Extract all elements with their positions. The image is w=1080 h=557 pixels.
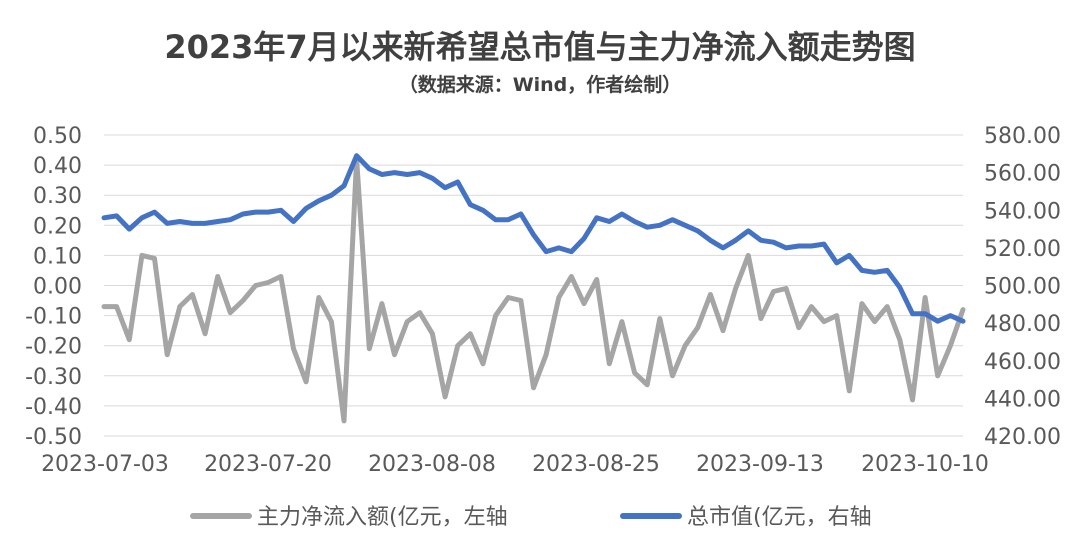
right-axis-tick-label: 520.00: [984, 237, 1061, 262]
left-axis-tick-label: -0.10: [25, 305, 82, 330]
x-axis-tick-label: 2023-09-13: [696, 452, 824, 477]
right-axis-tick-label: 440.00: [984, 387, 1061, 412]
x-axis-tick-label: 2023-10-10: [861, 452, 989, 477]
left-axis-tick-label: 0.30: [33, 184, 82, 209]
left-axis-ticks: -0.50 -0.40 -0.30 -0.20 -0.10 0.00 0.10 0.20 0.3…: [25, 124, 82, 450]
gridlines: [104, 134, 963, 437]
left-axis-tick-label: -0.40: [25, 395, 82, 420]
legend-label-market-cap: 总市值(亿元，右轴: [687, 505, 872, 530]
left-axis-tick-label: 0.10: [33, 244, 82, 269]
right-axis-ticks: 420.00 440.00 460.00 480.00 500.00 520.00 540.…: [984, 124, 1061, 450]
series-line-net-inflow: [101, 156, 966, 424]
legend: 主力净流入额(亿元，左轴 总市值(亿元，右轴: [190, 505, 872, 530]
left-axis-tick-label: 0.20: [33, 214, 82, 239]
left-axis-tick-label: 0.00: [33, 275, 82, 300]
right-axis-tick-label: 480.00: [984, 312, 1061, 337]
right-axis-tick-label: 580.00: [984, 124, 1061, 149]
right-axis-tick-label: 540.00: [984, 199, 1061, 224]
left-axis-tick-label: 0.50: [33, 124, 82, 149]
x-axis-tick-label: 2023-08-25: [532, 452, 660, 477]
x-axis-tick-label: 2023-07-03: [41, 452, 169, 477]
right-axis-tick-label: 560.00: [984, 162, 1061, 187]
right-axis-tick-label: 500.00: [984, 275, 1061, 300]
series: [101, 153, 966, 424]
left-axis-tick-label: -0.50: [25, 425, 82, 450]
left-axis-tick-label: -0.30: [25, 365, 82, 390]
right-axis-tick-label: 420.00: [984, 425, 1061, 450]
x-axis-ticks: 2023-07-03 2023-07-20 2023-08-08 2023-08-25…: [41, 452, 989, 477]
left-axis-tick-label: 0.40: [33, 154, 82, 179]
legend-label-net-inflow: 主力净流入额(亿元，左轴: [257, 505, 508, 530]
chart-subtitle: （数据来源：Wind，作者绘制）: [398, 74, 682, 96]
series-line-market-cap: [101, 153, 966, 324]
chart-title: 2023年7月以来新希望总市值与主力净流入额走势图: [164, 28, 916, 66]
x-axis-tick-label: 2023-07-20: [204, 452, 332, 477]
left-axis-tick-label: -0.20: [25, 335, 82, 360]
x-axis-tick-label: 2023-08-08: [368, 452, 496, 477]
right-axis-tick-label: 460.00: [984, 350, 1061, 375]
